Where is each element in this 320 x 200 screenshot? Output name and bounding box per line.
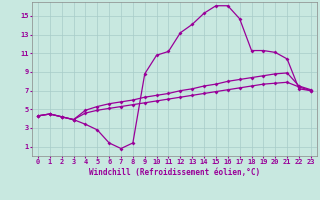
- X-axis label: Windchill (Refroidissement éolien,°C): Windchill (Refroidissement éolien,°C): [89, 168, 260, 177]
